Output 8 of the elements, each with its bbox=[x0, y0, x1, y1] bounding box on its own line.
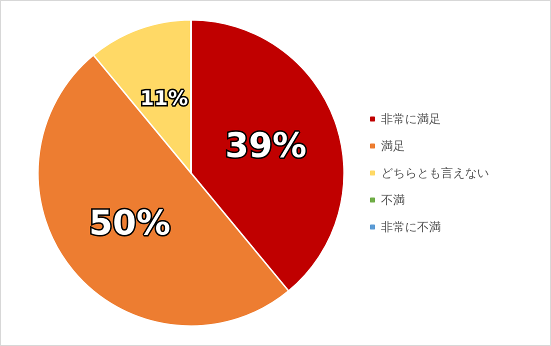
data-label: 11% bbox=[140, 86, 188, 110]
legend-label: どちらとも言えない bbox=[381, 166, 489, 180]
legend-label: 非常に満足 bbox=[381, 112, 441, 126]
data-label: 50% bbox=[89, 204, 170, 244]
legend-label: 不満 bbox=[381, 193, 405, 207]
legend-label: 非常に不満 bbox=[381, 220, 441, 234]
legend-label: 満足 bbox=[381, 139, 405, 153]
data-label: 39% bbox=[225, 126, 307, 166]
